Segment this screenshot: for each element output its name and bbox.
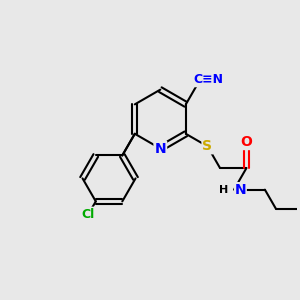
Text: N: N	[235, 183, 246, 197]
Text: Cl: Cl	[82, 208, 95, 220]
Text: S: S	[202, 139, 212, 153]
Text: N: N	[154, 142, 166, 155]
Text: O: O	[241, 135, 252, 149]
Text: C≡N: C≡N	[194, 73, 224, 86]
Text: H: H	[219, 185, 229, 195]
